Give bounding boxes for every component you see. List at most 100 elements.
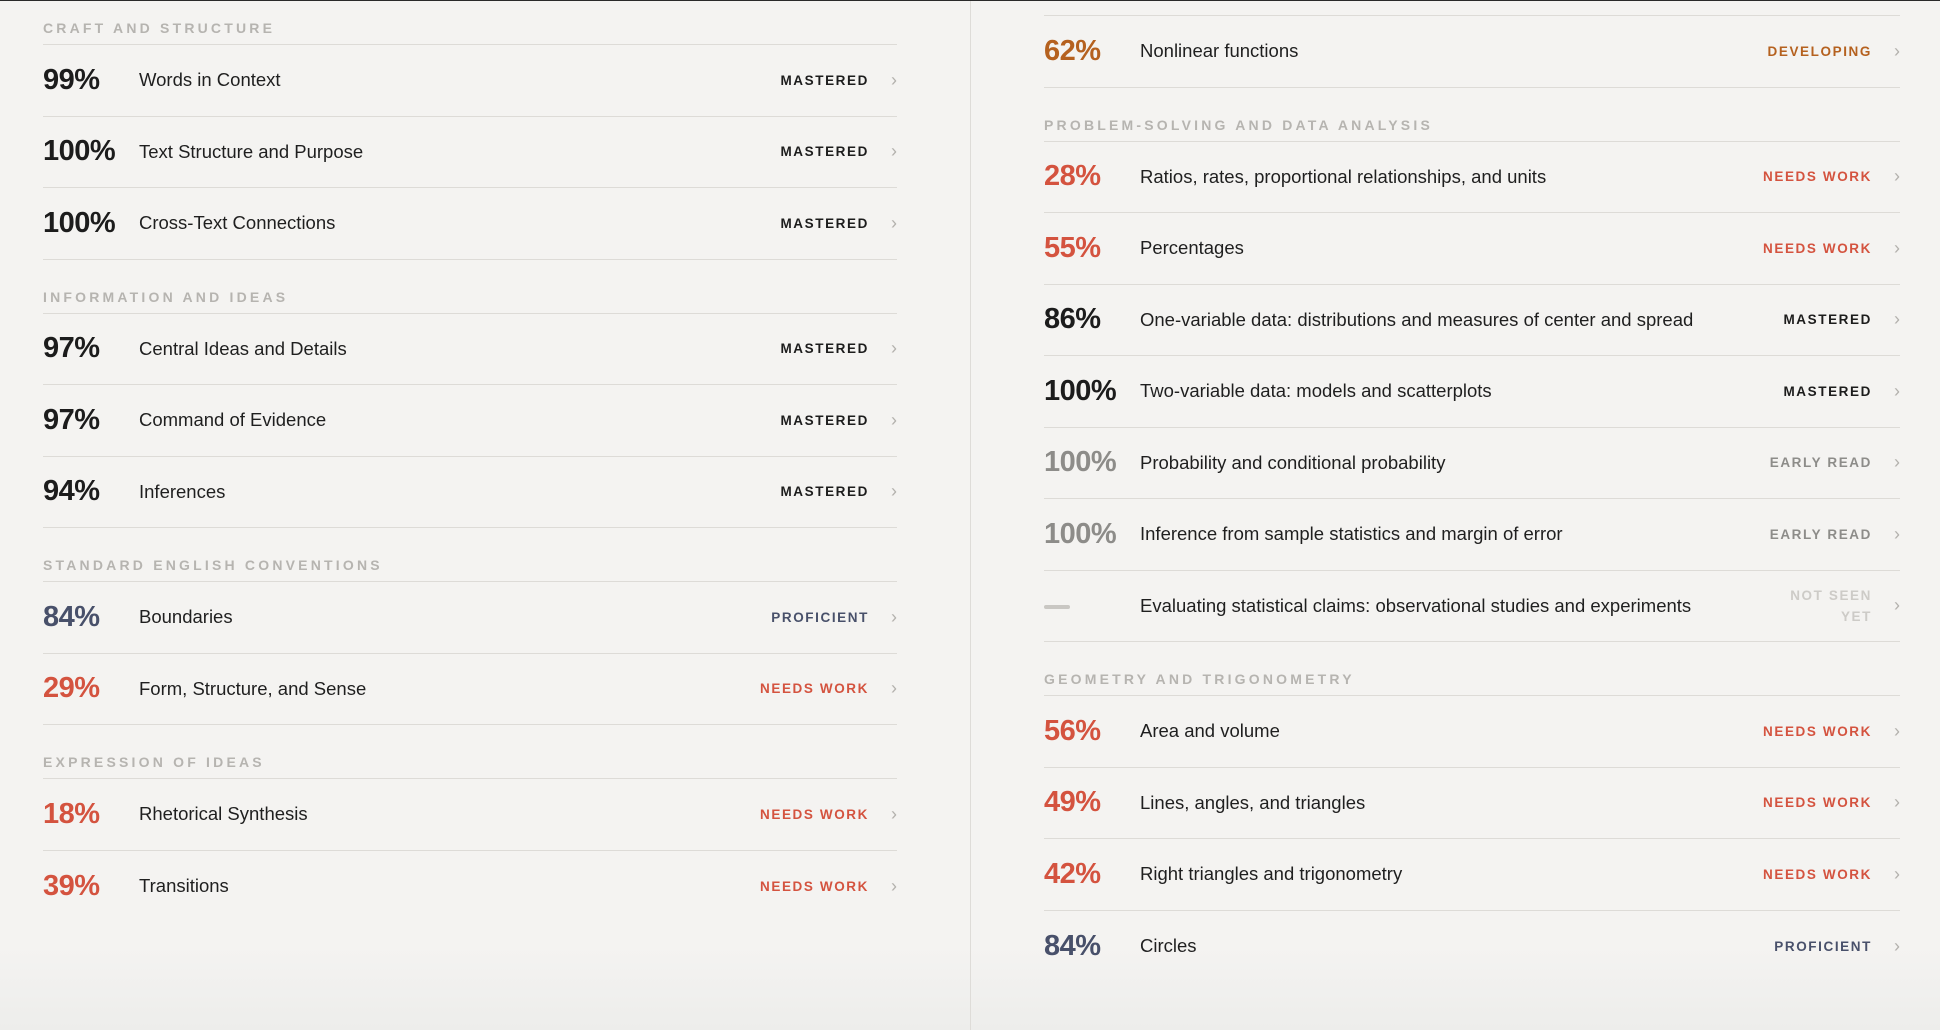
- section-title: PROBLEM-SOLVING AND DATA ANALYSIS: [1044, 88, 1900, 142]
- chevron-right-icon[interactable]: ›: [891, 875, 897, 896]
- chevron-right-icon[interactable]: ›: [891, 338, 897, 359]
- skill-row[interactable]: 49% Lines, angles, and triangles NEEDS WOR…: [1044, 768, 1900, 839]
- skill-row[interactable]: 86% One-variable data: distributions and …: [1044, 285, 1900, 356]
- skill-name: Central Ideas and Details: [139, 337, 347, 359]
- reading-writing-column: CRAFT AND STRUCTURE 99% Words in Context MA…: [43, 1, 897, 922]
- status-badge: MASTERED: [780, 144, 869, 160]
- skill-name: Form, Structure, and Sense: [139, 677, 367, 699]
- skill-row[interactable]: 84% Circles PROFICIENT ›: [1044, 911, 1900, 983]
- chevron-right-icon[interactable]: ›: [1894, 309, 1900, 330]
- skill-name: Boundaries: [139, 606, 233, 628]
- status-badge: EARLY READ: [1769, 526, 1872, 542]
- status-badge: EARLY READ: [1769, 455, 1872, 471]
- skill-score: 62%: [1044, 34, 1101, 67]
- skill-score: 99%: [43, 63, 100, 96]
- section-title: GEOMETRY AND TRIGONOMETRY: [1044, 642, 1900, 696]
- skill-score: 49%: [1044, 786, 1101, 819]
- skill-score: 28%: [1044, 160, 1101, 193]
- status-badge: NEEDS WORK: [1762, 866, 1872, 882]
- skill-row[interactable]: 100% Inference from sample statistics and…: [1044, 499, 1900, 571]
- chevron-right-icon[interactable]: ›: [1894, 380, 1900, 401]
- skill-score: 100%: [1044, 517, 1117, 550]
- skill-row[interactable]: 55% Percentages NEEDS WORK ›: [1044, 213, 1900, 285]
- skill-name: One-variable data: distributions and mea…: [1140, 308, 1694, 330]
- skill-section-craft-and-structure: CRAFT AND STRUCTURE 99% Words in Context MA…: [43, 1, 897, 260]
- status-badge: PROFICIENT: [1774, 938, 1872, 954]
- skill-row[interactable]: Evaluating statistical claims: observati…: [1044, 571, 1900, 642]
- status-badge: NEEDS WORK: [1762, 723, 1872, 739]
- skill-score: 84%: [43, 600, 100, 633]
- skill-name: Circles: [1140, 935, 1197, 957]
- skill-section-information-and-ideas: INFORMATION AND IDEAS 97% Central Ideas an…: [43, 260, 897, 528]
- chevron-right-icon[interactable]: ›: [1894, 452, 1900, 473]
- skill-score: 100%: [1044, 374, 1117, 407]
- skill-row[interactable]: 28% Ratios, rates, proportional relations…: [1044, 142, 1900, 213]
- status-badge: MASTERED: [1783, 383, 1872, 399]
- chevron-right-icon[interactable]: ›: [891, 678, 897, 699]
- skill-row[interactable]: 94% Inferences MASTERED ›: [43, 457, 897, 528]
- chevron-right-icon[interactable]: ›: [1894, 863, 1900, 884]
- skill-name: Cross-Text Connections: [139, 212, 336, 234]
- skill-section-geometry-and-trigonometry: GEOMETRY AND TRIGONOMETRY 56% Area and vol…: [1044, 642, 1900, 982]
- skill-name: Text Structure and Purpose: [139, 140, 364, 162]
- skill-row[interactable]: 100% Text Structure and Purpose MASTERED ›: [43, 117, 897, 188]
- chevron-right-icon[interactable]: ›: [891, 481, 897, 502]
- skill-name: Nonlinear functions: [1140, 40, 1299, 62]
- skill-row[interactable]: 100% Probability and conditional probabil…: [1044, 428, 1900, 499]
- status-badge: NEEDS WORK: [1762, 240, 1872, 256]
- skill-name: Right triangles and trigonometry: [1140, 863, 1403, 885]
- skill-row[interactable]: 62% Nonlinear functions DEVELOPING ›: [1044, 16, 1900, 88]
- status-badge: MASTERED: [780, 341, 869, 357]
- skill-name: Percentages: [1140, 237, 1244, 259]
- skill-row[interactable]: 97% Command of Evidence MASTERED ›: [43, 385, 897, 457]
- chevron-right-icon[interactable]: ›: [1894, 40, 1900, 61]
- column-divider: [970, 1, 971, 1030]
- skill-name: Command of Evidence: [139, 409, 327, 431]
- skill-score: 100%: [43, 206, 116, 239]
- skill-row[interactable]: 29% Form, Structure, and Sense NEEDS WORK ›: [43, 654, 897, 725]
- chevron-right-icon[interactable]: ›: [891, 803, 897, 824]
- skill-row[interactable]: 42% Right triangles and trigonometry NEEDS…: [1044, 839, 1900, 911]
- skill-section-problem-solving-and-data-analysis: PROBLEM-SOLVING AND DATA ANALYSIS 28% Rati…: [1044, 88, 1900, 642]
- skill-score: 56%: [1044, 714, 1101, 747]
- skill-score: 29%: [43, 672, 100, 705]
- skill-row[interactable]: 18% Rhetorical Synthesis NEEDS WORK ›: [43, 779, 897, 851]
- chevron-right-icon[interactable]: ›: [891, 212, 897, 233]
- status-badge: NOT SEEN YET: [1790, 587, 1872, 624]
- section-title: STANDARD ENGLISH CONVENTIONS: [43, 528, 897, 582]
- skill-section-standard-english-conventions: STANDARD ENGLISH CONVENTIONS 84% Boundarie…: [43, 528, 897, 725]
- chevron-right-icon[interactable]: ›: [891, 69, 897, 90]
- chevron-right-icon[interactable]: ›: [891, 141, 897, 162]
- skill-row[interactable]: 99% Words in Context MASTERED ›: [43, 45, 897, 117]
- skill-score: 97%: [43, 332, 100, 365]
- chevron-right-icon[interactable]: ›: [1894, 237, 1900, 258]
- skill-name: Area and volume: [1140, 720, 1280, 742]
- chevron-right-icon[interactable]: ›: [1894, 935, 1900, 956]
- skill-row[interactable]: 100% Two-variable data: models and scatte…: [1044, 356, 1900, 428]
- chevron-right-icon[interactable]: ›: [891, 606, 897, 627]
- skill-row[interactable]: 39% Transitions NEEDS WORK ›: [43, 851, 897, 923]
- skill-row[interactable]: 84% Boundaries PROFICIENT ›: [43, 582, 897, 654]
- skill-score: 100%: [43, 135, 116, 168]
- section-title: INFORMATION AND IDEAS: [43, 260, 897, 314]
- skill-name: Inferences: [139, 480, 226, 502]
- chevron-right-icon[interactable]: ›: [891, 409, 897, 430]
- status-badge: NEEDS WORK: [1762, 795, 1872, 811]
- skill-name: Two-variable data: models and scatterplo…: [1140, 380, 1492, 402]
- no-score-dash: [1044, 604, 1070, 609]
- chevron-right-icon[interactable]: ›: [1894, 166, 1900, 187]
- status-badge: NEEDS WORK: [1762, 169, 1872, 185]
- chevron-right-icon[interactable]: ›: [1894, 720, 1900, 741]
- skill-row[interactable]: 100% Cross-Text Connections MASTERED ›: [43, 188, 897, 260]
- status-badge: MASTERED: [780, 72, 869, 88]
- chevron-right-icon[interactable]: ›: [1894, 523, 1900, 544]
- status-badge: MASTERED: [780, 484, 869, 500]
- skill-row[interactable]: 97% Central Ideas and Details MASTERED ›: [43, 314, 897, 385]
- skill-row[interactable]: 56% Area and volume NEEDS WORK ›: [1044, 696, 1900, 768]
- skill-section-expression-of-ideas: EXPRESSION OF IDEAS 18% Rhetorical Synthes…: [43, 725, 897, 922]
- skill-score: 42%: [1044, 857, 1101, 890]
- chevron-right-icon[interactable]: ›: [1894, 792, 1900, 813]
- skill-score: 55%: [1044, 231, 1101, 264]
- chevron-right-icon[interactable]: ›: [1894, 595, 1900, 616]
